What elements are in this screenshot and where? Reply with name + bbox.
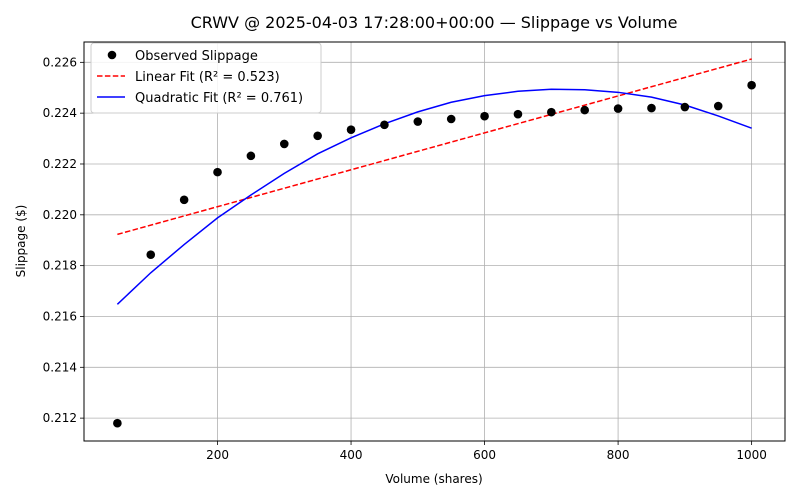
observed-point [513,109,523,119]
observed-point [413,117,423,126]
observed-point [380,120,389,130]
y-tick-label: 0.216 [43,309,77,323]
y-tick-label: 0.220 [43,208,77,222]
axes: 200 400 600 800 1000 0.212 0.214 0.216 0.218 0.22… [43,55,767,462]
chart-title: CRWV @ 2025-04-03 17:28:00+00:00 — Slipp… [191,13,678,32]
x-tick-label: 800 [607,448,630,462]
x-tick-label: 400 [340,448,363,462]
plot-frame [83,41,786,442]
y-tick-label: 0.214 [43,360,77,374]
observed-point [179,195,189,205]
observed-point [313,131,322,141]
linear-fit-line [117,58,752,236]
observed-point [680,102,690,112]
x-tick-label: 600 [473,448,496,462]
observed-point [146,250,156,260]
observed-point [613,104,623,113]
observed-point [279,139,289,149]
observed-point [446,114,456,124]
observed-point [246,151,256,161]
y-axis-title: Slippage ($) [14,205,28,278]
observed-point [480,111,489,121]
y-tick-label: 0.222 [43,157,77,171]
y-tick-label: 0.224 [43,106,77,120]
legend-label: Quadratic Fit (R² = 0.761) [135,91,303,106]
x-axis-title: Volume (shares) [385,472,482,486]
observed-point [747,80,756,90]
legend-label: Observed Slippage [135,49,258,64]
observed-point [713,101,723,111]
x-tick-label: 1000 [736,448,767,462]
y-tick-label: 0.226 [43,55,77,69]
x-tick-label: 200 [206,448,229,462]
y-tick-label: 0.218 [43,259,77,273]
legend-box [90,42,322,114]
observed-point [346,125,356,134]
y-tick-label: 0.212 [43,411,77,425]
observed-point [647,103,656,113]
legend-label: Linear Fit (R² = 0.523) [135,70,280,85]
legend: Observed Slippage Linear Fit (R² = 0.523)… [90,42,322,114]
observed-point [547,107,556,117]
legend-marker-observed [107,50,117,60]
quadratic-fit-line [116,88,752,305]
observed-point [580,105,590,115]
observed-point [113,418,122,428]
observed-point [213,167,222,177]
plot-area [113,58,756,428]
